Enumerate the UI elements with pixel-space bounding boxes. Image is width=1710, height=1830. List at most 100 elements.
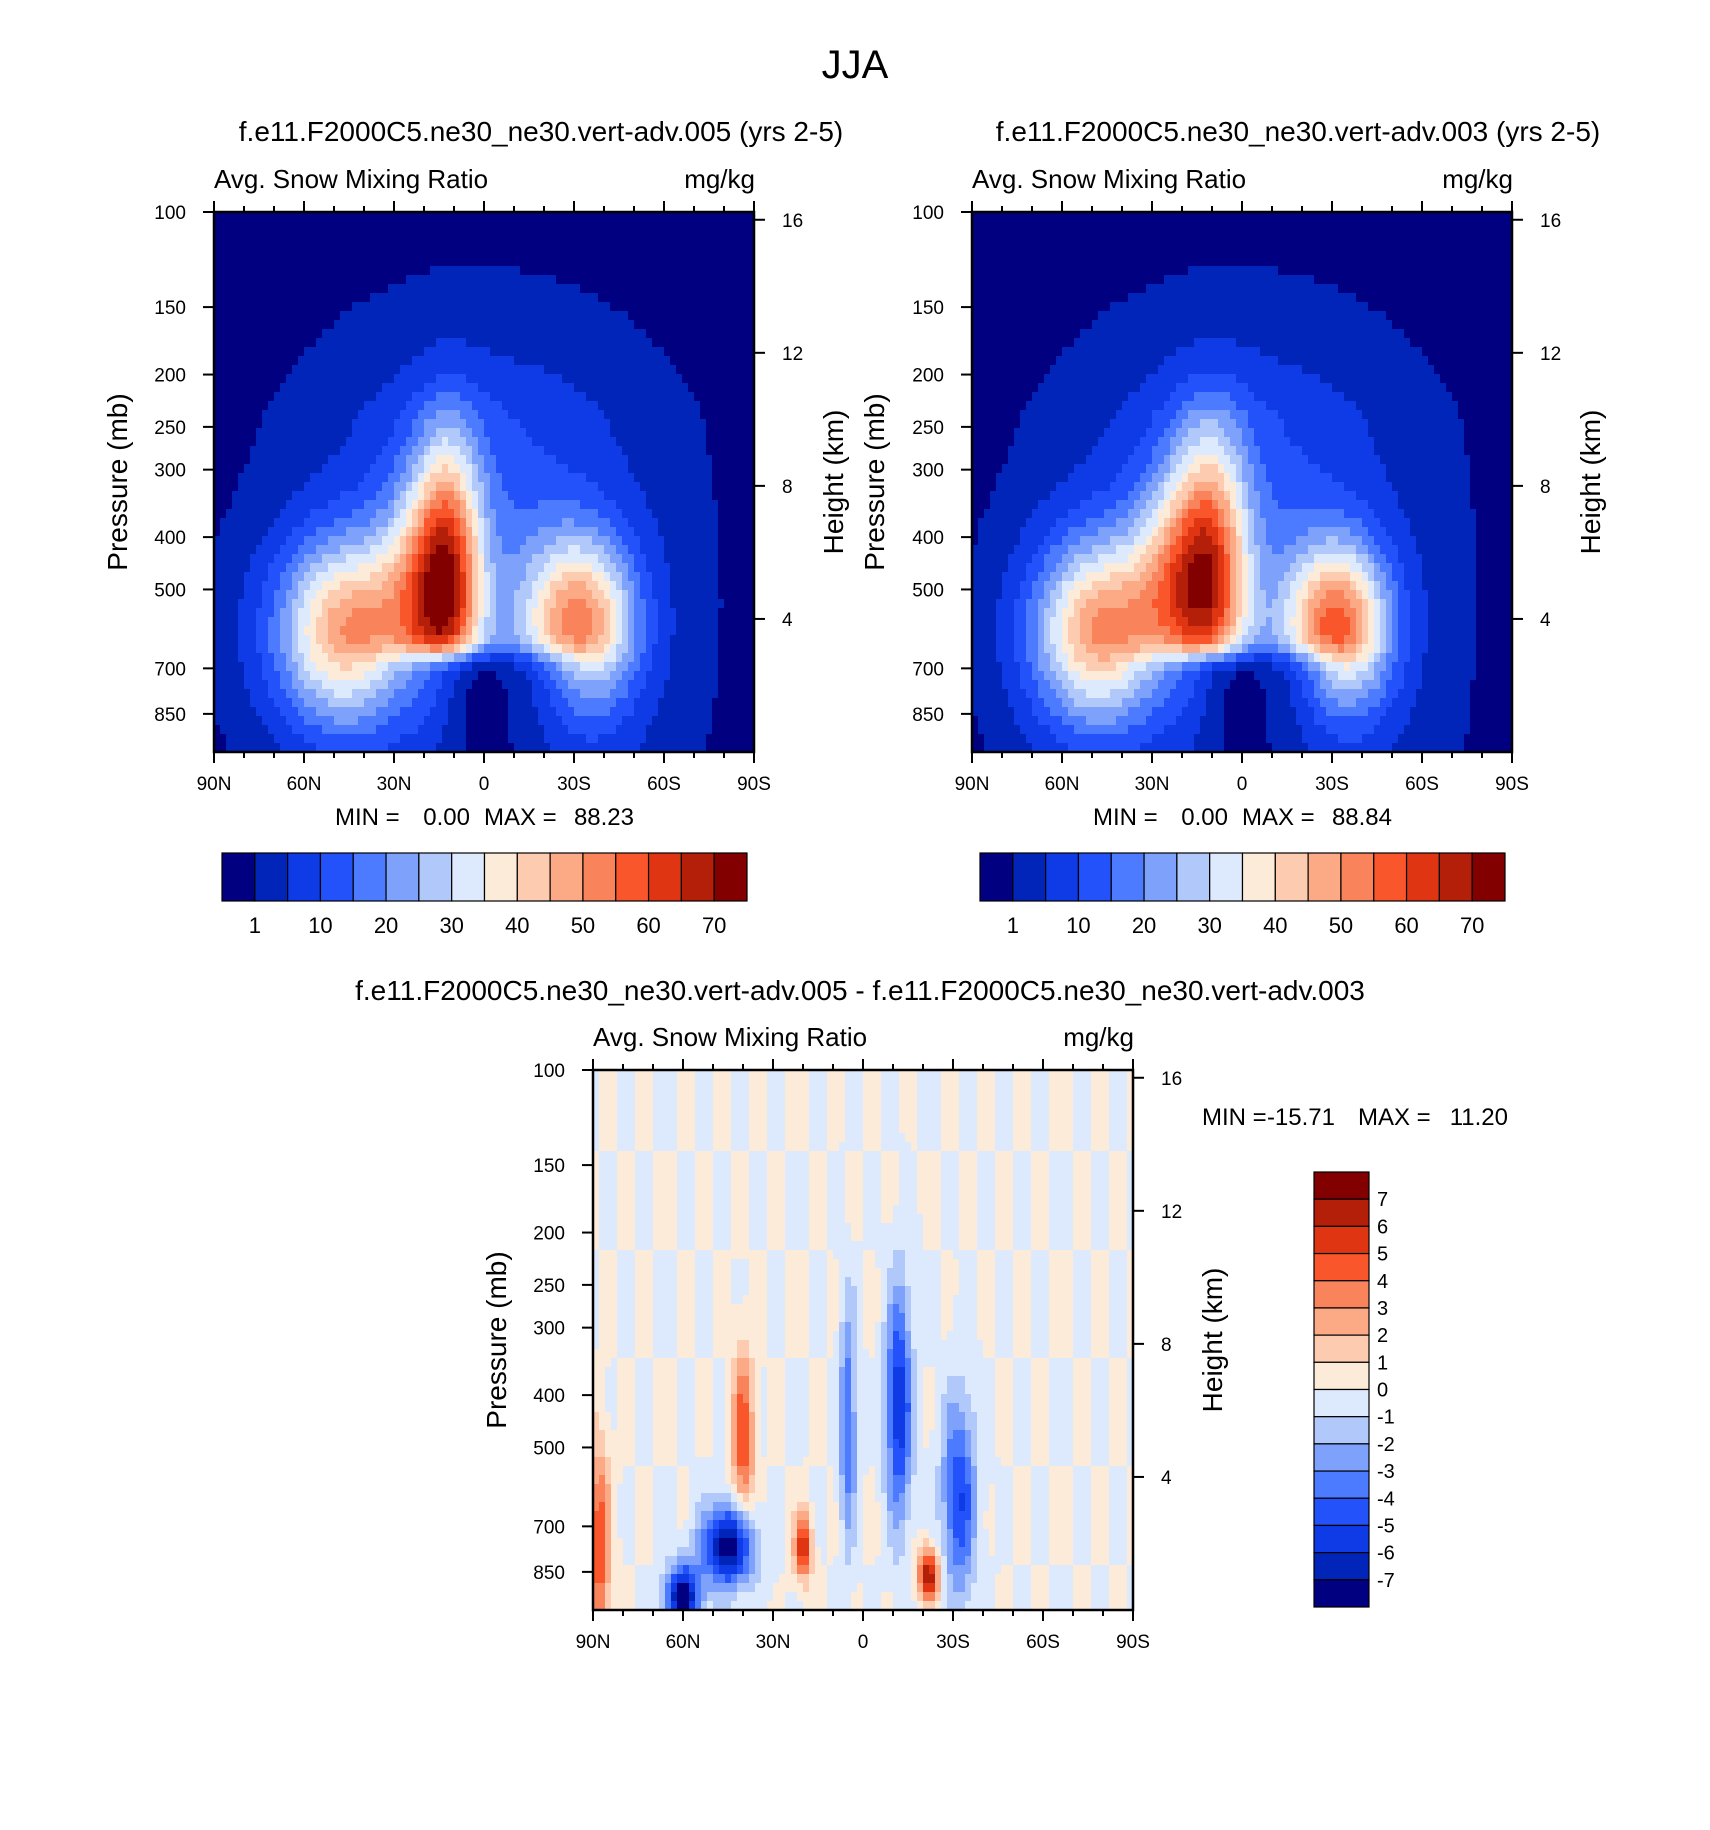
heatmap-cell — [424, 581, 431, 591]
heatmap-cell — [268, 338, 275, 348]
heatmap-cell — [502, 392, 509, 402]
heatmap-cell — [238, 671, 245, 681]
heatmap-cell — [538, 482, 545, 492]
heatmap-cell — [382, 581, 389, 591]
heatmap-cell — [622, 509, 629, 519]
heatmap-cell — [466, 464, 473, 474]
heatmap-cell — [628, 275, 635, 285]
heatmap-cell — [700, 266, 707, 276]
heatmap-cell — [622, 482, 629, 492]
heatmap-cell — [700, 626, 707, 636]
heatmap-cell — [640, 716, 647, 726]
heatmap-cell — [688, 581, 695, 591]
heatmap-cell — [604, 365, 611, 375]
heatmap-cell — [436, 374, 443, 384]
heatmap-cell — [430, 257, 437, 267]
heatmap-cell — [580, 527, 587, 537]
heatmap-cell — [412, 590, 419, 600]
heatmap-cell — [622, 212, 629, 222]
heatmap-cell — [364, 590, 371, 600]
heatmap-cell — [490, 473, 497, 483]
heatmap-cell — [484, 302, 491, 312]
heatmap-cell — [544, 410, 551, 420]
heatmap-cell — [460, 590, 467, 600]
heatmap-cell — [382, 221, 389, 231]
heatmap-cell — [706, 257, 713, 267]
heatmap-cell — [298, 644, 305, 654]
heatmap-cell — [334, 419, 341, 429]
heatmap-cell — [634, 698, 641, 708]
heatmap-cell — [712, 221, 719, 231]
heatmap-cell — [526, 446, 533, 456]
heatmap-cell — [370, 329, 377, 339]
heatmap-cell — [442, 518, 449, 528]
heatmap-cell — [388, 644, 395, 654]
heatmap-cell — [502, 734, 509, 744]
heatmap-cell — [466, 635, 473, 645]
heatmap-cell — [472, 464, 479, 474]
heatmap-cell — [706, 383, 713, 393]
heatmap-cell — [700, 500, 707, 510]
heatmap-cell — [292, 653, 299, 663]
heatmap-cell — [688, 239, 695, 249]
heatmap-cell — [370, 698, 377, 708]
heatmap-cell — [364, 356, 371, 366]
heatmap-cell — [430, 716, 437, 726]
heatmap-cell — [352, 644, 359, 654]
heatmap-cell — [310, 392, 317, 402]
heatmap-cell — [556, 680, 563, 690]
heatmap-cell — [466, 401, 473, 411]
heatmap-cell — [658, 275, 665, 285]
heatmap-cell — [292, 221, 299, 231]
heatmap-cell — [214, 680, 221, 690]
heatmap-cell — [688, 302, 695, 312]
heatmap-cell — [562, 554, 569, 564]
heatmap-cell — [670, 500, 677, 510]
heatmap-cell — [280, 608, 287, 618]
heatmap-cell — [694, 662, 701, 672]
heatmap-cell — [496, 716, 503, 726]
heatmap-cell — [526, 572, 533, 582]
heatmap-cell — [622, 320, 629, 330]
heatmap-cell — [574, 365, 581, 375]
heatmap-cell — [580, 635, 587, 645]
heatmap-cell — [526, 266, 533, 276]
heatmap-cell — [238, 680, 245, 690]
heatmap-cell — [376, 266, 383, 276]
heatmap-cell — [310, 527, 317, 537]
heatmap-cell — [298, 518, 305, 528]
heatmap-cell — [436, 608, 443, 618]
heatmap-cell — [574, 716, 581, 726]
heatmap-cell — [376, 626, 383, 636]
heatmap-cell — [454, 473, 461, 483]
heatmap-cell — [448, 212, 455, 222]
heatmap-cell — [310, 635, 317, 645]
heatmap-cell — [238, 410, 245, 420]
heatmap-cell — [628, 518, 635, 528]
heatmap-cell — [376, 635, 383, 645]
heatmap-cell — [460, 248, 467, 258]
heatmap-cell — [268, 509, 275, 519]
heatmap-cell — [490, 509, 497, 519]
heatmap-cell — [298, 311, 305, 321]
heatmap-cell — [628, 311, 635, 321]
heatmap-cell — [688, 401, 695, 411]
heatmap-cell — [568, 518, 575, 528]
heatmap-cell — [424, 689, 431, 699]
heatmap-cell — [580, 221, 587, 231]
heatmap-cell — [250, 347, 257, 357]
heatmap-cell — [700, 221, 707, 231]
heatmap-cell — [622, 500, 629, 510]
heatmap-cell — [592, 464, 599, 474]
heatmap-cell — [376, 617, 383, 627]
heatmap-cell — [490, 536, 497, 546]
heatmap-cell — [592, 536, 599, 546]
heatmap-cell — [280, 419, 287, 429]
heatmap-cell — [562, 419, 569, 429]
heatmap-cell — [526, 662, 533, 672]
heatmap-cell — [382, 698, 389, 708]
heatmap-cell — [388, 428, 395, 438]
heatmap-cell — [322, 608, 329, 618]
heatmap-cell — [706, 545, 713, 555]
heatmap-cell — [526, 230, 533, 240]
